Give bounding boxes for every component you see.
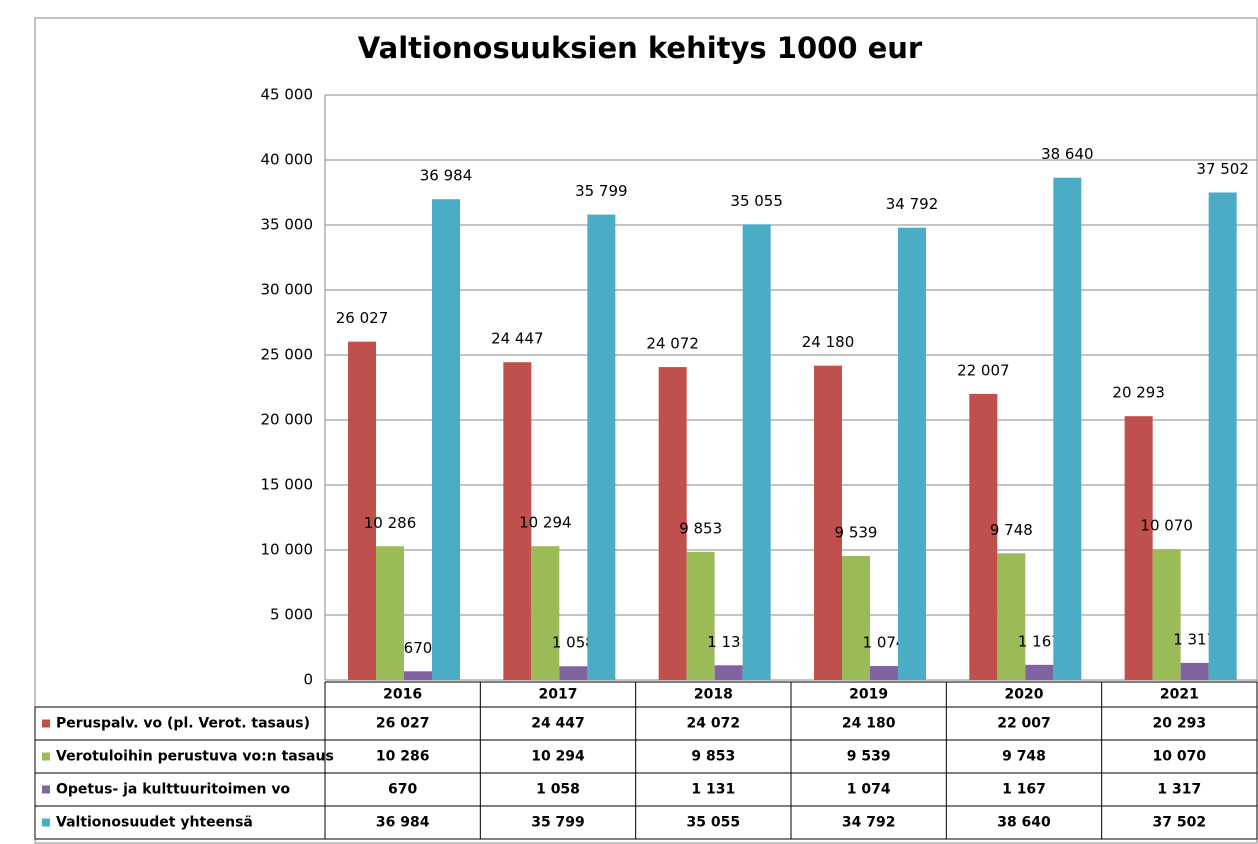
bar	[404, 671, 432, 680]
x-tick-label: 2020	[1005, 687, 1044, 703]
data-label: 35 055	[730, 192, 783, 210]
y-tick-label: 0	[303, 671, 313, 689]
bar	[348, 341, 376, 680]
table-cell: 37 502	[1153, 815, 1207, 831]
bar	[870, 666, 898, 680]
bar	[1025, 664, 1054, 680]
table-cell: 670	[388, 782, 417, 798]
data-label: 10 070	[1140, 517, 1193, 535]
table-cell: 20 293	[1153, 716, 1207, 732]
bar	[376, 546, 404, 680]
bar	[842, 555, 870, 680]
data-label: 37 502	[1196, 160, 1249, 178]
table-cell: 10 286	[376, 749, 430, 765]
y-tick-label: 30 000	[261, 281, 314, 299]
data-label: 670	[404, 639, 433, 657]
x-tick-label: 2021	[1160, 687, 1199, 703]
data-label: 24 447	[491, 330, 544, 348]
legend-label: Peruspalv. vo (pl. Verot. tasaus)	[56, 716, 310, 732]
y-tick-label: 25 000	[261, 346, 314, 364]
y-tick-label: 15 000	[261, 476, 314, 494]
bar	[969, 393, 998, 680]
data-label: 1 317	[1173, 630, 1216, 648]
table-cell: 1 167	[1002, 782, 1046, 798]
table-cell: 9 853	[691, 749, 735, 765]
table-cell: 26 027	[376, 716, 430, 732]
table-cell: 1 317	[1157, 782, 1201, 798]
data-label: 26 027	[336, 309, 389, 327]
legend-swatch	[42, 785, 50, 794]
bar	[1053, 177, 1082, 680]
bar	[503, 362, 532, 680]
data-label: 20 293	[1112, 384, 1165, 402]
table-cell: 34 792	[842, 815, 896, 831]
bar	[531, 546, 560, 680]
chart-title: Valtionosuuksien kehitys 1000 eur	[358, 31, 923, 65]
data-label: 1 167	[1018, 632, 1061, 650]
bar	[658, 367, 687, 680]
table-cell: 35 799	[531, 815, 585, 831]
table-cell: 1 058	[536, 782, 580, 798]
y-tick-label: 45 000	[261, 86, 314, 104]
table-cell: 22 007	[997, 716, 1051, 732]
x-tick-label: 2018	[694, 687, 733, 703]
table-cell: 9 748	[1002, 749, 1046, 765]
data-label: 9 853	[679, 519, 722, 537]
data-label: 36 984	[420, 167, 473, 185]
legend-label: Valtionosuudet yhteensä	[56, 815, 253, 831]
data-label: 38 640	[1041, 145, 1094, 163]
data-label: 24 180	[802, 333, 855, 351]
bar	[814, 365, 842, 680]
legend-label: Verotuloihin perustuva vo:n tasaus	[56, 749, 334, 765]
bar	[432, 199, 460, 680]
data-label: 9 748	[990, 521, 1033, 539]
bar	[559, 666, 588, 680]
legend-swatch	[42, 752, 50, 761]
y-tick-label: 40 000	[261, 151, 314, 169]
bar	[1180, 662, 1209, 680]
data-label: 35 799	[575, 182, 628, 200]
x-tick-label: 2019	[849, 687, 888, 703]
chart-frame	[34, 17, 1258, 844]
table-cell: 10 294	[531, 749, 585, 765]
table-cell: 35 055	[687, 815, 741, 831]
bar	[742, 224, 771, 680]
bar	[1124, 416, 1153, 680]
y-tick-label: 35 000	[261, 216, 314, 234]
data-label: 34 792	[886, 195, 939, 213]
legend-swatch	[42, 719, 50, 728]
y-tick-label: 10 000	[261, 541, 314, 559]
data-label: 1 131	[707, 633, 750, 651]
data-label: 10 286	[364, 514, 417, 532]
bar	[997, 553, 1026, 680]
table-cell: 1 131	[691, 782, 735, 798]
table-cell: 24 180	[842, 716, 896, 732]
x-tick-label: 2016	[383, 687, 422, 703]
data-label: 9 539	[835, 523, 878, 541]
bar	[714, 665, 743, 680]
data-label: 10 294	[519, 514, 572, 532]
legend-label: Opetus- ja kulttuuritoimen vo	[56, 782, 290, 798]
y-tick-label: 20 000	[261, 411, 314, 429]
bar	[587, 214, 616, 680]
table-cell: 24 072	[687, 716, 741, 732]
bar	[1152, 549, 1181, 680]
table-cell: 1 074	[847, 782, 891, 798]
table-cell: 36 984	[376, 815, 430, 831]
legend-swatch	[42, 818, 50, 827]
table-cell: 9 539	[847, 749, 891, 765]
bar	[898, 227, 926, 681]
data-label: 24 072	[646, 335, 699, 353]
table-cell: 24 447	[531, 716, 585, 732]
x-tick-label: 2017	[539, 687, 578, 703]
data-label: 1 074	[863, 634, 906, 652]
bar	[686, 551, 715, 680]
y-tick-label: 5 000	[270, 606, 313, 624]
data-label: 1 058	[552, 634, 595, 652]
table-cell: 38 640	[997, 815, 1051, 831]
bar	[1208, 192, 1237, 680]
data-label: 22 007	[957, 361, 1010, 379]
table-cell: 10 070	[1153, 749, 1207, 765]
